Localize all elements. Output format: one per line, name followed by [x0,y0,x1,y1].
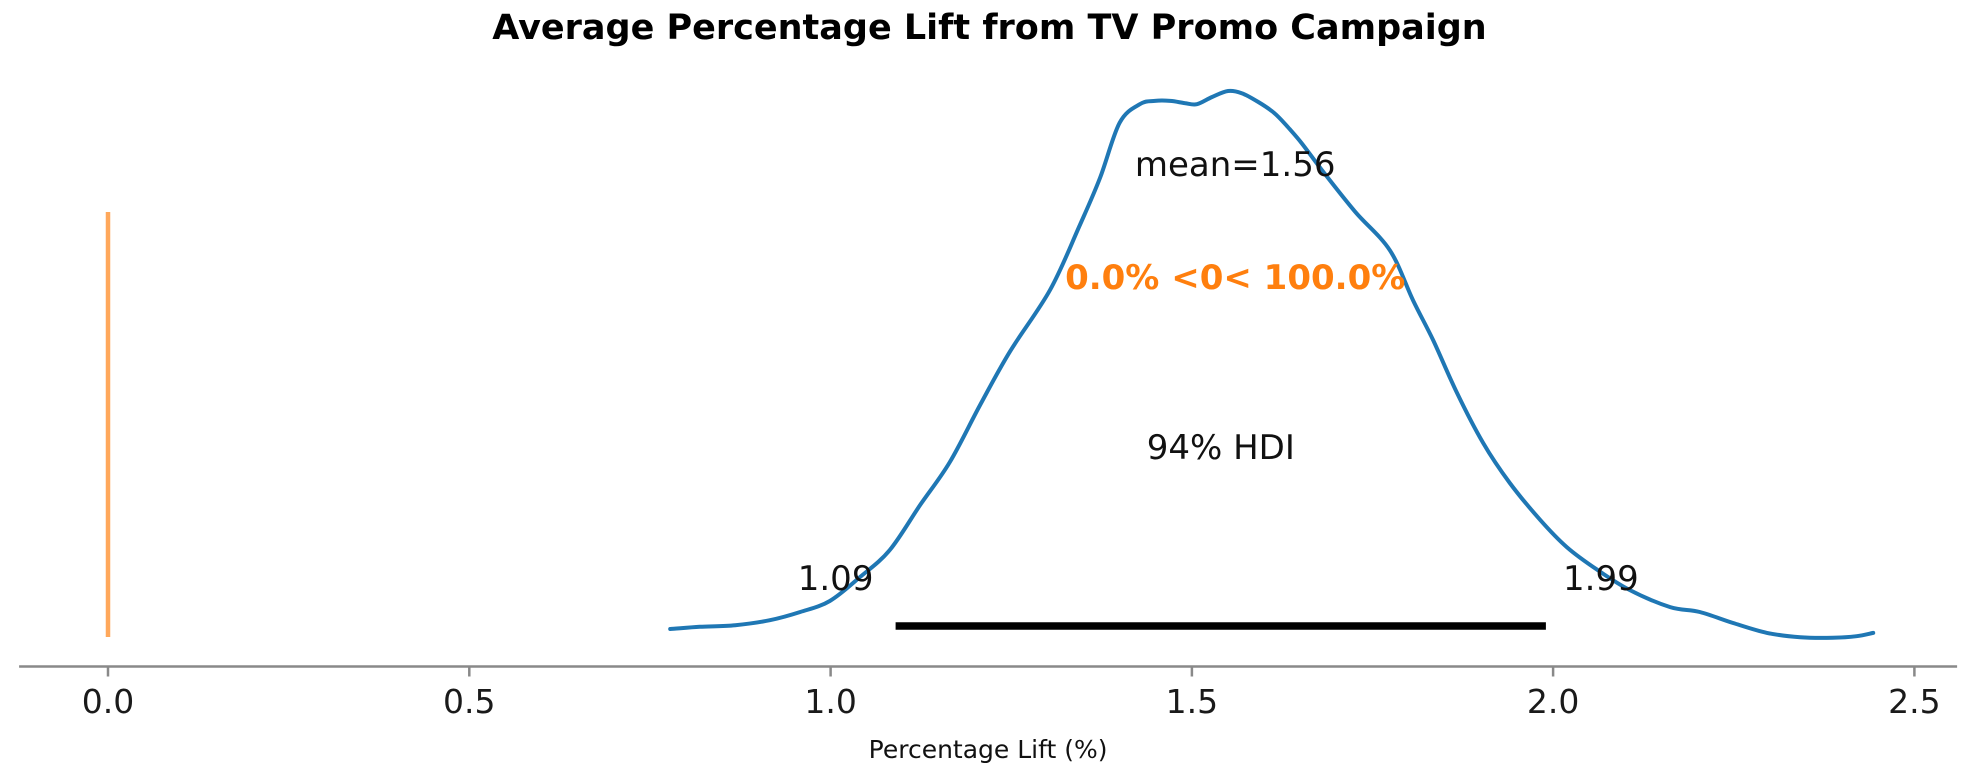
mean-annotation: mean=1.56 [1134,145,1336,185]
ref-val-annotation: 0.0% <0< 100.0% [1065,258,1406,298]
x-tick-label: 2.0 [1526,682,1580,721]
x-tick-label: 0.5 [443,682,496,721]
x-axis-title: Percentage Lift (%) [868,735,1108,764]
x-tick-label: 0.0 [81,682,135,721]
x-tick-label: 1.5 [1165,682,1219,721]
hdi-annotation: 94% HDI [1146,428,1295,468]
kde-curve [668,88,1876,640]
hdi-lower-value: 1.09 [797,559,874,599]
plot-title: Average Percentage Lift from TV Promo Ca… [492,8,1487,48]
x-tick-label: 1.0 [804,682,857,721]
x-tick-label: 2.5 [1888,682,1941,721]
hdi-upper-value: 1.99 [1563,559,1639,599]
